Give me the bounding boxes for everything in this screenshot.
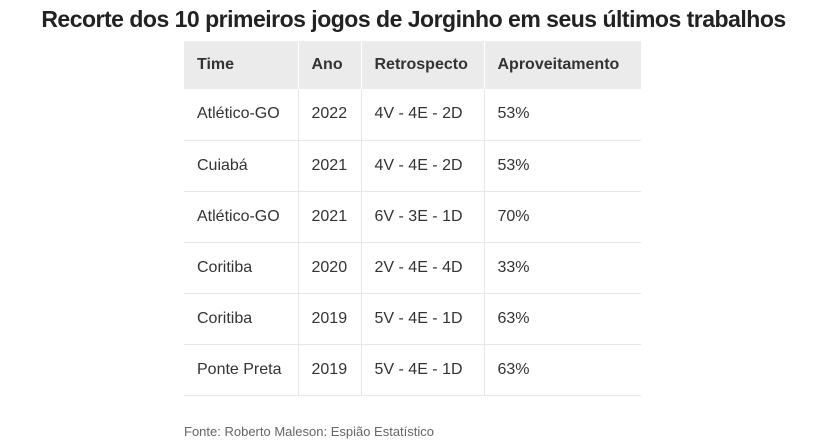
cell-ano: 2019 bbox=[298, 344, 362, 395]
table-row: Ponte Preta 2019 5V - 4E - 1D 63% bbox=[184, 344, 641, 395]
cell-ano: 2022 bbox=[298, 89, 362, 140]
cell-retrospecto: 6V - 3E - 1D bbox=[361, 191, 485, 242]
cell-retrospecto: 4V - 4E - 2D bbox=[361, 140, 485, 191]
cell-time: Atlético-GO bbox=[184, 89, 299, 140]
cell-ano: 2021 bbox=[298, 191, 362, 242]
results-table: Time Ano Retrospecto Aproveitamento Atlé… bbox=[184, 41, 641, 396]
cell-aproveitamento: 33% bbox=[497, 258, 530, 276]
cell-ano: 2021 bbox=[298, 140, 362, 191]
cell-time: Coritiba bbox=[184, 293, 299, 344]
results-table-container: Time Ano Retrospecto Aproveitamento Atlé… bbox=[184, 41, 641, 396]
table-row: Coritiba 2020 2V - 4E - 4D 33% bbox=[184, 242, 641, 293]
cell-aproveitamento: 63% bbox=[497, 309, 530, 327]
cell-time: Coritiba bbox=[184, 242, 299, 293]
source-note: Fonte: Roberto Maleson: Espião Estatísti… bbox=[184, 424, 435, 439]
table-row: Coritiba 2019 5V - 4E - 1D 63% bbox=[184, 293, 641, 344]
cell-time: Cuiabá bbox=[184, 140, 299, 191]
cell-aproveitamento: 70% bbox=[497, 207, 530, 225]
table-row: Atlético-GO 2021 6V - 3E - 1D 70% bbox=[184, 191, 641, 242]
cell-retrospecto: 5V - 4E - 1D bbox=[361, 293, 485, 344]
cell-ano: 2019 bbox=[298, 293, 362, 344]
cell-aproveitamento: 53% bbox=[497, 156, 530, 174]
page-title: Recorte dos 10 primeiros jogos de Jorgin… bbox=[41, 6, 786, 32]
cell-time: Atlético-GO bbox=[184, 191, 299, 242]
cell-retrospecto: 5V - 4E - 1D bbox=[361, 344, 485, 395]
column-header-aproveitamento: Aproveitamento bbox=[497, 56, 620, 73]
cell-time: Ponte Preta bbox=[184, 344, 299, 395]
table-header-row: Time Ano Retrospecto Aproveitamento bbox=[184, 41, 641, 89]
column-header-time: Time bbox=[184, 41, 299, 89]
cell-retrospecto: 4V - 4E - 2D bbox=[361, 89, 485, 140]
table-row: Atlético-GO 2022 4V - 4E - 2D 53% bbox=[184, 89, 641, 140]
table-row: Cuiabá 2021 4V - 4E - 2D 53% bbox=[184, 140, 641, 191]
cell-aproveitamento: 53% bbox=[497, 105, 530, 123]
cell-retrospecto: 2V - 4E - 4D bbox=[361, 242, 485, 293]
cell-ano: 2020 bbox=[298, 242, 362, 293]
cell-aproveitamento: 63% bbox=[497, 360, 530, 378]
column-header-retrospecto: Retrospecto bbox=[361, 41, 485, 89]
column-header-ano: Ano bbox=[298, 41, 362, 89]
